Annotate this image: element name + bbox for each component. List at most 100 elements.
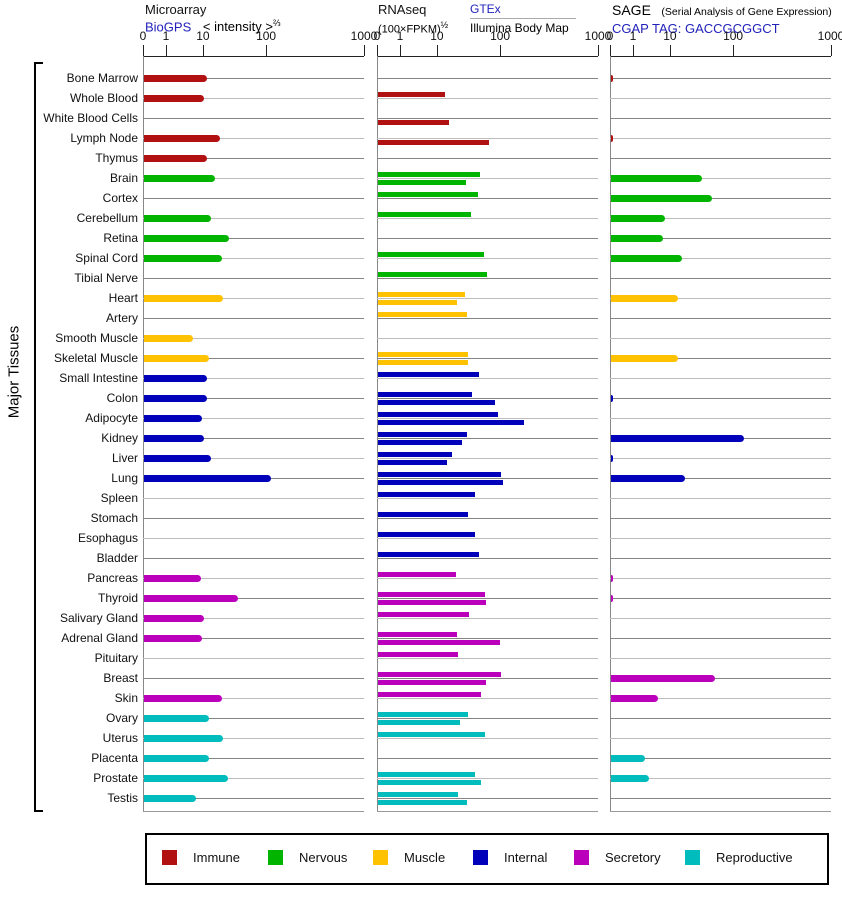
bar-rnaseq-gtex [378, 772, 476, 777]
row-line [377, 158, 598, 159]
chart-area: 0 1 10 100 1000 0 1 10 100 1000 0 1 10 100 1000 Bone Ma… [43, 29, 842, 812]
sage-header: SAGE (Serial Analysis of Gene Expression… [612, 2, 832, 36]
bar-rnaseq-gtex [378, 592, 486, 597]
row-line [143, 498, 364, 499]
row-line [143, 518, 364, 519]
bar-rnaseq-illumina [378, 180, 467, 185]
x-tick-mark [598, 45, 599, 56]
bar-rnaseq-illumina [378, 780, 481, 785]
bar-microarray [144, 795, 196, 802]
bar-rnaseq-illumina [378, 420, 524, 425]
tissue-label: Adipocyte [85, 411, 138, 425]
legend-item: Nervous [268, 849, 347, 865]
row-line [377, 438, 598, 439]
tissue-label: Cortex [102, 191, 138, 205]
bar-rnaseq-gtex [378, 692, 481, 697]
x-tick-label: 1000 [817, 29, 842, 43]
row-line [377, 258, 598, 259]
bar-sage [611, 135, 614, 142]
panel-left-border [377, 56, 378, 811]
tissue-label: Pituitary [94, 651, 138, 665]
sage-title: SAGE [612, 2, 651, 18]
row-line [377, 698, 598, 699]
tissue-label: Esophagus [77, 531, 138, 545]
gtex-link[interactable]: GTEx [470, 2, 576, 19]
legend-item: Reproductive [685, 849, 793, 865]
bar-microarray [144, 355, 209, 362]
tissue-label: Small Intestine [59, 371, 138, 385]
tissue-label: Skeletal Muscle [53, 351, 138, 365]
tissue-label: Placenta [91, 751, 138, 765]
row-line [143, 538, 364, 539]
tissue-bracket-top-arm [34, 62, 43, 64]
row-line [610, 78, 831, 79]
biogps-link[interactable]: BioGPS [145, 19, 192, 35]
bar-rnaseq-illumina [378, 360, 469, 365]
row-line [143, 678, 364, 679]
row-line [610, 458, 831, 459]
sage-tag: TAG: GACCGCGGCT [652, 21, 780, 36]
legend-item: Secretory [574, 849, 661, 865]
bar-rnaseq-illumina [378, 300, 457, 305]
bar-sage [611, 455, 614, 462]
tissue-label: Heart [108, 291, 138, 305]
bar-microarray [144, 215, 212, 222]
panel-bottom-border [377, 811, 598, 812]
row-line [143, 318, 364, 319]
bar-sage [611, 755, 646, 762]
row-line [610, 98, 831, 99]
row-line [143, 738, 364, 739]
bar-rnaseq-gtex [378, 172, 480, 177]
row-line [377, 238, 598, 239]
tissue-label: Tibial Nerve [74, 271, 138, 285]
row-line [143, 118, 364, 119]
row-line [610, 758, 831, 759]
x-tick-label: 0 [373, 29, 381, 43]
row-line [610, 478, 831, 479]
bar-rnaseq-gtex [378, 512, 469, 517]
bar-rnaseq-gtex [378, 712, 469, 717]
bar-microarray [144, 395, 207, 402]
rnaseq-sources: GTEx Illumina Body Map [470, 2, 576, 35]
row-line [377, 618, 598, 619]
tissue-label: Salivary Gland [59, 611, 138, 625]
row-line [610, 678, 831, 679]
x-tick-label: 100 [723, 29, 744, 43]
bar-rnaseq-illumina [378, 800, 468, 805]
rnaseq-metric: (100×FPKM) [378, 23, 441, 36]
row-line [377, 198, 598, 199]
row-line [143, 578, 364, 579]
row-line [610, 258, 831, 259]
row-line [610, 578, 831, 579]
bar-sage [611, 695, 659, 702]
bar-rnaseq-gtex [378, 612, 469, 617]
row-line [610, 298, 831, 299]
bar-rnaseq-gtex [378, 212, 471, 217]
bar-sage [611, 395, 614, 402]
legend-label: Immune [193, 849, 240, 865]
row-line [377, 418, 598, 419]
bar-sage [611, 675, 716, 682]
row-line [610, 278, 831, 279]
row-line [143, 418, 364, 419]
row-line [143, 638, 364, 639]
x-tick-mark [632, 45, 634, 56]
bar-sage [611, 355, 679, 362]
row-line [610, 718, 831, 719]
bar-rnaseq-illumina [378, 120, 450, 125]
tissue-label: Thyroid [97, 591, 138, 605]
row-line [610, 118, 831, 119]
tissue-label: Spinal Cord [75, 251, 138, 265]
row-line [143, 338, 364, 339]
row-line [377, 358, 598, 359]
tissue-label: Thymus [95, 151, 138, 165]
row-line [610, 738, 831, 739]
cgap-link[interactable]: CGAP [612, 21, 649, 36]
bar-rnaseq-gtex [378, 412, 499, 417]
bar-rnaseq-illumina [378, 440, 462, 445]
tissue-label: Whole Blood [69, 91, 138, 105]
bar-rnaseq-gtex [378, 672, 502, 677]
row-line [377, 478, 598, 479]
legend-swatch-immune [162, 849, 177, 865]
x-tick-mark [733, 45, 735, 56]
